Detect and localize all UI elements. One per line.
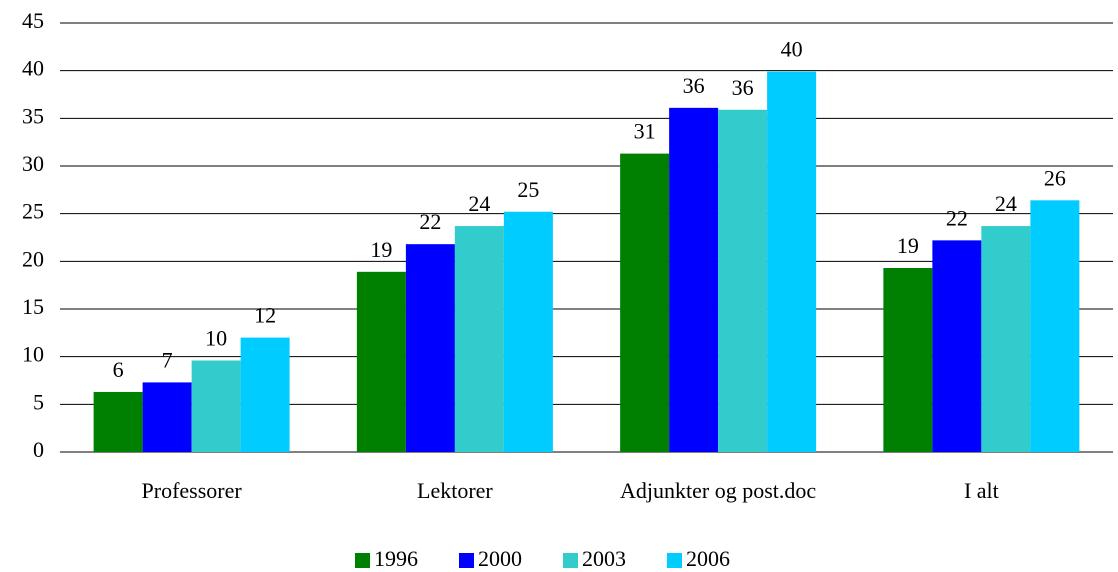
value-label: 26: [1044, 165, 1066, 190]
y-tick-label: 25: [22, 199, 44, 224]
legend-label: 2003: [582, 546, 626, 571]
value-label: 36: [732, 75, 754, 100]
value-label: 25: [517, 177, 539, 202]
y-tick-label: 20: [22, 246, 44, 271]
legend-swatch: [459, 553, 474, 568]
value-label: 36: [683, 73, 705, 98]
legend-swatch: [667, 553, 682, 568]
legend-label: 2006: [686, 546, 730, 571]
x-tick-label: Adjunkter og post.doc: [620, 478, 816, 503]
bar: [883, 268, 933, 452]
y-tick-label: 10: [22, 342, 44, 367]
y-tick-label: 35: [22, 103, 44, 128]
bar: [1030, 200, 1080, 452]
y-tick-label: 45: [22, 8, 44, 33]
bar: [981, 226, 1031, 452]
x-tick-label: Lektorer: [417, 478, 493, 503]
value-label: 40: [781, 37, 803, 62]
bar: [503, 211, 553, 452]
legend-label: 2000: [478, 546, 522, 571]
x-tick-label: I alt: [964, 478, 999, 503]
bar: [718, 109, 768, 453]
bar: [356, 271, 406, 452]
legend-label: 1996: [374, 546, 418, 571]
x-tick-label: Professorer: [142, 478, 243, 503]
value-label: 31: [634, 119, 656, 144]
y-tick-label: 40: [22, 56, 44, 81]
legend-swatch: [355, 553, 370, 568]
value-label: 19: [370, 237, 392, 262]
y-tick-label: 0: [33, 437, 44, 462]
value-label: 22: [946, 205, 968, 230]
value-label: 12: [254, 303, 276, 328]
bar: [191, 360, 241, 452]
bar: [142, 382, 192, 452]
bar: [454, 226, 504, 452]
y-tick-label: 15: [22, 294, 44, 319]
bar: [669, 107, 719, 452]
bar: [932, 240, 982, 452]
legend-swatch: [563, 553, 578, 568]
y-tick-label: 30: [22, 151, 44, 176]
bar: [93, 391, 143, 452]
bar: [240, 337, 290, 452]
value-label: 24: [995, 191, 1017, 216]
value-label: 19: [897, 233, 919, 258]
value-label: 24: [468, 191, 490, 216]
value-label: 7: [162, 347, 173, 372]
bar: [405, 244, 455, 452]
value-label: 22: [419, 209, 441, 234]
y-tick-label: 5: [33, 389, 44, 414]
value-label: 6: [113, 357, 124, 382]
value-label: 10: [205, 326, 227, 351]
bar: [767, 71, 817, 453]
bar: [620, 153, 670, 452]
